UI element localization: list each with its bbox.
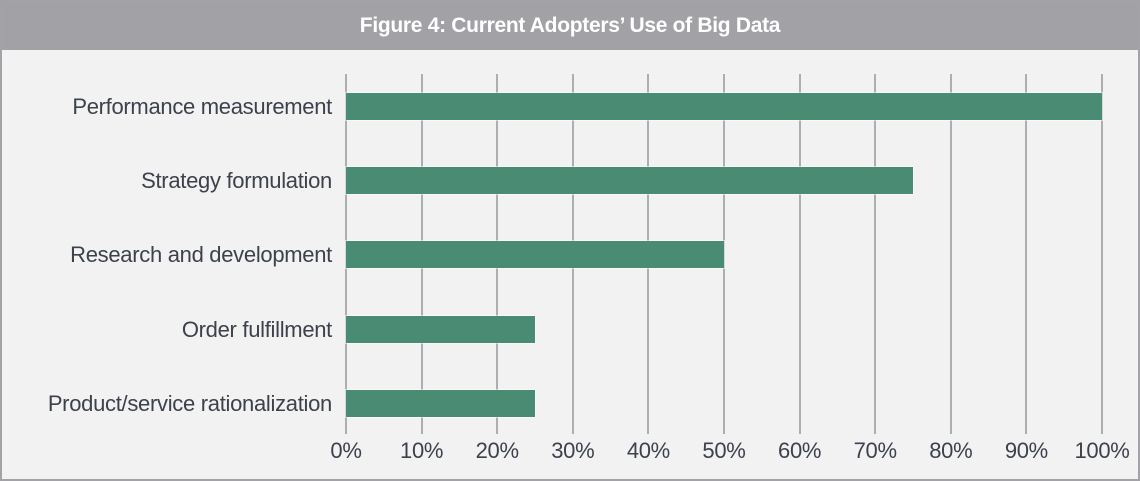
bar [346,389,535,417]
x-tick-label: 80% [929,438,973,463]
category-label: Product/service rationalization [47,390,332,416]
figure-title-bar: Figure 4: Current Adopters’ Use of Big D… [2,2,1138,50]
gridline [1101,74,1103,434]
figure-title: Figure 4: Current Adopters’ Use of Big D… [359,14,781,37]
gridline [723,74,725,434]
bar [346,167,913,195]
bar [346,241,724,269]
category-label: Order fulfillment [181,316,332,342]
x-tick-label: 70% [853,438,897,463]
gridline [949,74,952,434]
category-label: Research and development [70,242,332,268]
category-label: Strategy formulation [141,168,332,194]
category-label: Performance measurement [72,94,332,119]
x-tick-label: 20% [475,438,519,463]
gridline [798,74,801,434]
x-tick-label: 40% [626,438,670,463]
bar [346,93,1102,120]
bar [346,315,535,343]
x-tick-label: 90% [1004,438,1048,463]
x-tick-label: 60% [778,438,822,463]
x-tick-label: 50% [702,438,746,463]
x-tick-label: 100% [1074,438,1130,463]
x-tick-label: 10% [400,438,444,463]
gridline [1025,74,1028,434]
gridline [874,74,877,434]
x-tick-label: 30% [551,438,595,463]
x-tick-label: 0% [330,438,362,463]
